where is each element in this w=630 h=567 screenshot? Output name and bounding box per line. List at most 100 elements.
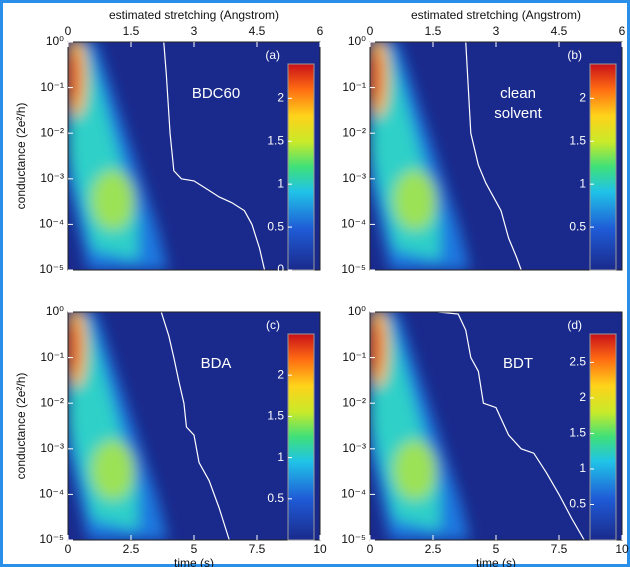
- x-tick-label: 7.5: [249, 542, 266, 556]
- y-tick-label: 10⁻³: [40, 441, 64, 455]
- y-tick-label: 10⁻³: [342, 441, 366, 455]
- y-tick-label: 10⁰: [348, 34, 366, 48]
- heatmap: [68, 42, 320, 270]
- x2-tick-label: 0: [65, 24, 72, 38]
- colorbar-tick-label: 2: [277, 91, 284, 105]
- trace: [163, 42, 266, 270]
- colorbar-tick-label: 1: [277, 450, 284, 464]
- y-tick-label: 10⁻⁴: [341, 217, 366, 231]
- panel-label: (d): [567, 318, 582, 332]
- x2-tick-label: 3: [493, 24, 500, 38]
- y-tick-label: 10⁰: [46, 34, 64, 48]
- trace: [160, 312, 230, 540]
- y-tick-label: 10⁻¹: [342, 80, 366, 94]
- colorbar-tick-label: 1: [579, 461, 586, 475]
- y-tick-label: 10⁻⁵: [39, 262, 64, 276]
- colorbar-tick-label: 2: [277, 367, 284, 381]
- x2-tick-label: 6: [317, 24, 324, 38]
- colorbar: [589, 63, 617, 271]
- heatmap: [370, 42, 622, 270]
- colorbar-tick-label: 2.5: [569, 355, 586, 369]
- x2-axis-label: estimated stretching (Angstrom): [411, 8, 581, 22]
- panel-label: (a): [265, 48, 280, 62]
- x2-tick-label: 4.5: [249, 24, 266, 38]
- heatmap-blob: [68, 322, 78, 372]
- x2-tick-label: 4.5: [551, 24, 568, 38]
- panel-label: (b): [567, 48, 582, 62]
- x2-axis-label: estimated stretching (Angstrom): [109, 8, 279, 22]
- heatmap-density: [68, 42, 168, 270]
- heatmap-blob: [393, 440, 437, 500]
- heatmap-blob: [370, 52, 380, 102]
- x-tick-label: 5: [493, 542, 500, 556]
- colorbar-tick-label: 1.5: [569, 133, 586, 147]
- panel-label: (c): [266, 318, 280, 332]
- x-tick-label: 5: [191, 542, 198, 556]
- annotation: BDC60: [192, 85, 240, 102]
- y-tick-label: 10⁻²: [40, 125, 64, 139]
- annotation: BDT: [503, 355, 533, 372]
- x-axis-label: time (s): [174, 556, 214, 567]
- colorbar-tick-label: 0.5: [267, 491, 284, 505]
- y-tick-label: 10⁻⁵: [341, 532, 366, 546]
- colorbar: [589, 333, 617, 541]
- heatmap-blob: [91, 440, 135, 500]
- panel: 10⁻⁵ 10⁻⁴ 10⁻³ 10⁻² 10⁻¹ 10⁰ 0 2.5 5 7.5 10 time (s…: [341, 304, 629, 567]
- heatmap-blob: [68, 52, 78, 102]
- colorbar-tick-label: 2: [579, 91, 586, 105]
- x-tick-label: 10: [313, 542, 327, 556]
- colorbar-tick-label: 1.5: [569, 426, 586, 440]
- heatmap-blob: [393, 170, 437, 230]
- colorbar-tick-label: 0.5: [569, 497, 586, 511]
- annotation: clean: [500, 85, 536, 102]
- y-tick-label: 10⁻⁴: [341, 487, 366, 501]
- heatmap-density: [68, 312, 168, 540]
- y-tick-label: 10⁻¹: [40, 80, 64, 94]
- heatmap-density: [370, 42, 470, 270]
- trace: [437, 312, 585, 540]
- colorbar-tick-label: 0.5: [569, 219, 586, 233]
- y-tick-label: 10⁻³: [40, 171, 64, 185]
- y-tick-label: 10⁻²: [342, 125, 366, 139]
- y-tick-label: 10⁻⁴: [39, 487, 64, 501]
- y-tick-label: 10⁻⁵: [341, 262, 366, 276]
- y-axis-label: conductance (2e²/h): [14, 103, 28, 210]
- x2-tick-label: 1.5: [123, 24, 140, 38]
- trace: [465, 42, 522, 270]
- heatmap-density: [370, 312, 470, 540]
- y-tick-label: 10⁻⁴: [39, 217, 64, 231]
- y-tick-label: 10⁻¹: [40, 350, 64, 364]
- panel: 10⁻⁵ 10⁻⁴ 10⁻³ 10⁻² 10⁻¹ 10⁰ 0 2.5 5 7.5 10 time (s…: [14, 304, 327, 567]
- x-tick-label: 0: [65, 542, 72, 556]
- y-tick-label: 10⁻²: [40, 395, 64, 409]
- y-tick-label: 10⁰: [348, 304, 366, 318]
- colorbar: [287, 333, 315, 541]
- x2-tick-label: 1.5: [425, 24, 442, 38]
- heatmap-blob: [370, 322, 380, 372]
- x2-tick-label: 6: [619, 24, 626, 38]
- colorbar-tick-label: 0.5: [267, 219, 284, 233]
- heatmap: [370, 312, 622, 540]
- heatmap: [68, 312, 320, 540]
- y-tick-label: 10⁻⁵: [39, 532, 64, 546]
- x2-tick-label: 3: [191, 24, 198, 38]
- y-tick-label: 10⁻²: [342, 395, 366, 409]
- x-tick-label: 10: [615, 542, 629, 556]
- heatmap-blob: [91, 170, 135, 230]
- x-tick-label: 2.5: [425, 542, 442, 556]
- x2-tick-label: 0: [367, 24, 374, 38]
- colorbar-tick-label: 0: [277, 262, 284, 276]
- colorbar: [287, 63, 315, 271]
- colorbar-tick-label: 1: [579, 176, 586, 190]
- colorbar-tick-label: 1.5: [267, 133, 284, 147]
- y-tick-label: 10⁰: [46, 304, 64, 318]
- x-axis-label: time (s): [476, 556, 516, 567]
- y-tick-label: 10⁻¹: [342, 350, 366, 364]
- colorbar-tick-label: 1: [277, 176, 284, 190]
- x-tick-label: 7.5: [551, 542, 568, 556]
- colorbar-tick-label: 2: [579, 390, 586, 404]
